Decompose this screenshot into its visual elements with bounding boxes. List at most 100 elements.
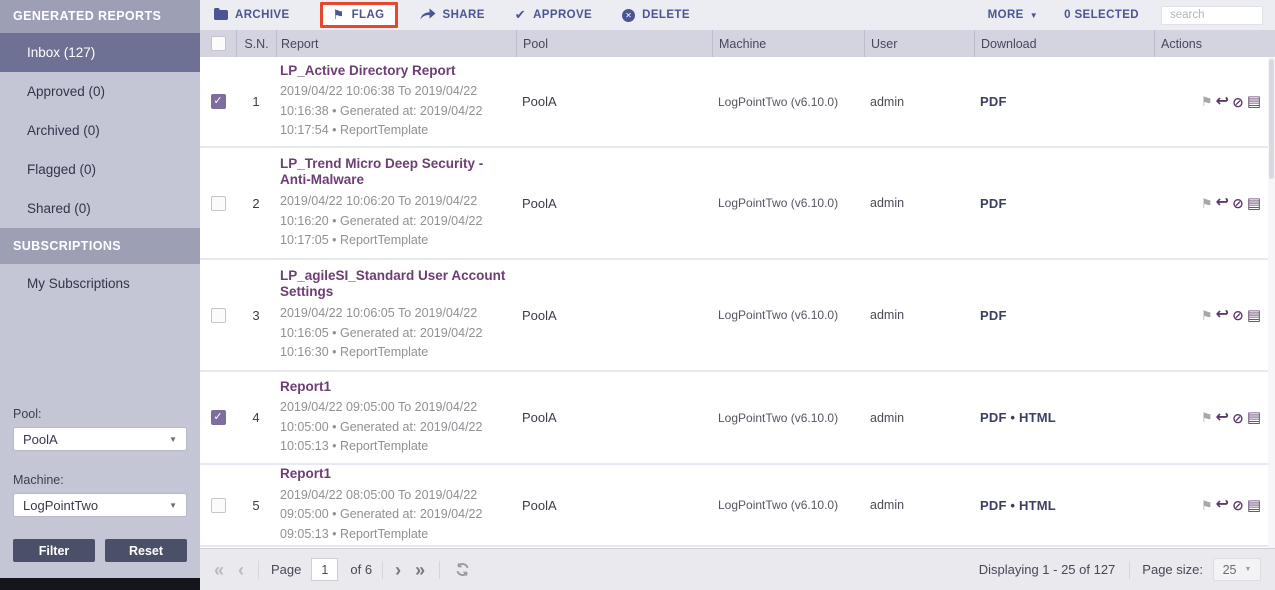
report-title-link[interactable]: LP_Active Directory Report [280,62,456,78]
table-row: ✓ 1 LP_Active Directory Report 2019/04/2… [200,57,1275,148]
more-button[interactable]: MORE ▼ [988,9,1038,21]
flag-button[interactable]: ⚑ FLAG [319,2,398,28]
delete-circle-x-icon: ✕ [622,8,636,22]
column-header-report[interactable]: Report [276,30,516,57]
scrollbar-thumb[interactable] [1269,59,1274,179]
details-action-icon[interactable]: ▤ [1246,409,1261,426]
undo-action-icon[interactable]: ↩ [1215,194,1230,211]
row-checkbox[interactable]: ✓ [210,307,226,323]
share-button[interactable]: SHARE [419,7,485,23]
row-pool: PoolA [522,410,557,425]
delete-button[interactable]: ✕ DELETE [622,8,690,22]
flag-action-icon[interactable]: ⚑ [1201,410,1213,425]
flag-action-icon[interactable]: ⚑ [1201,195,1213,211]
approve-button[interactable]: ✔ APPROVE [515,7,592,23]
report-meta: 2019/04/22 10:06:05 To 2019/04/22 10:16:… [280,306,483,360]
chevron-down-icon: ▼ [169,500,177,510]
column-header-actions[interactable]: Actions [1154,30,1275,57]
ban-action-icon[interactable]: ⊘ [1232,93,1244,110]
report-meta: 2019/04/22 10:06:38 To 2019/04/22 10:16:… [280,84,483,138]
sidebar-item-shared[interactable]: Shared (0) [27,201,91,216]
details-action-icon[interactable]: ▤ [1246,93,1261,110]
ban-action-icon[interactable]: ⊘ [1232,195,1244,211]
sidebar-item-archived[interactable]: Archived (0) [27,123,100,138]
report-cell: Report1 2019/04/22 08:05:00 To 2019/04/2… [276,465,516,545]
table-row: ✓ 4 Report1 2019/04/22 09:05:00 To 2019/… [200,372,1275,465]
sidebar-section-generated-reports: GENERATED REPORTS [0,0,200,33]
chevron-down-icon: ▼ [1029,10,1039,20]
column-header-machine[interactable]: Machine [712,30,864,57]
report-title-link[interactable]: LP_agileSI_Standard User Account Setting… [280,267,506,300]
download-links[interactable]: PDF [980,195,1007,211]
undo-action-icon[interactable]: ↩ [1215,306,1230,323]
ban-action-icon[interactable]: ⊘ [1232,409,1244,426]
sidebar-item-my-subscriptions[interactable]: My Subscriptions [27,276,130,291]
select-all-checkbox[interactable]: ✓ [210,36,226,51]
selected-count: 0 SELECTED [1064,9,1139,21]
page-number-input[interactable] [311,558,339,581]
download-links[interactable]: PDF [980,307,1007,323]
report-title-link[interactable]: Report1 [280,466,332,481]
archive-label: ARCHIVE [235,9,290,21]
search-input[interactable] [1161,5,1263,25]
row-sn: 4 [252,410,260,425]
ban-action-icon[interactable]: ⊘ [1232,497,1244,513]
flag-action-icon[interactable]: ⚑ [1201,307,1213,323]
check-icon: ✔ [514,7,527,22]
details-action-icon[interactable]: ▤ [1246,496,1261,514]
undo-action-icon[interactable]: ↩ [1215,408,1230,426]
pool-select[interactable]: PoolA ▼ [13,427,187,451]
details-action-icon[interactable]: ▤ [1246,306,1261,324]
download-links[interactable]: PDF • HTML [980,410,1056,425]
row-actions: ⚑ ↩ ⊘ ▤ [1154,57,1275,146]
sidebar-item-inbox[interactable]: Inbox (127) [0,33,200,72]
column-header-user[interactable]: User [864,30,974,57]
page-size-label: Page size: [1142,562,1203,577]
download-links[interactable]: PDF [980,94,1007,109]
ban-action-icon[interactable]: ⊘ [1232,307,1244,323]
refresh-icon[interactable] [454,562,471,577]
machine-select[interactable]: LogPointTwo ▼ [13,493,187,517]
delete-label: DELETE [642,9,690,21]
undo-action-icon[interactable]: ↩ [1215,92,1230,110]
flag-action-icon[interactable]: ⚑ [1201,497,1213,513]
details-action-icon[interactable]: ▤ [1246,194,1261,212]
column-header-pool[interactable]: Pool [516,30,712,57]
next-page-button[interactable]: › [395,559,402,580]
column-header-sn[interactable]: S.N. [236,30,276,57]
page-label: Page [271,562,302,577]
report-meta: 2019/04/22 10:06:20 To 2019/04/22 10:16:… [280,194,483,248]
row-actions: ⚑ ↩ ⊘ ▤ [1154,148,1275,258]
undo-action-icon[interactable]: ↩ [1215,496,1230,513]
toolbar: ARCHIVE ⚑ FLAG SHARE ✔ APPROVE ✕ DELETE … [200,0,1275,30]
flag-action-icon[interactable]: ⚑ [1201,94,1213,109]
sidebar-item-approved[interactable]: Approved (0) [27,84,106,99]
prev-page-button[interactable]: ‹ [238,559,245,580]
report-title-link[interactable]: Report1 [280,378,332,394]
row-checkbox[interactable]: ✓ [210,497,226,513]
page-size-select[interactable]: 25 ▼ [1213,558,1261,581]
row-checkbox[interactable]: ✓ [210,195,226,211]
table-row: ✓ 3 LP_agileSI_Standard User Account Set… [200,260,1275,372]
download-links[interactable]: PDF • HTML [980,497,1056,513]
row-sn: 2 [252,195,260,211]
filter-button[interactable]: Filter [13,539,95,562]
sidebar-item-flagged[interactable]: Flagged (0) [27,162,97,177]
pool-select-value: PoolA [23,431,58,447]
column-header-download[interactable]: Download [974,30,1154,57]
archive-button[interactable]: ARCHIVE [214,7,290,23]
machine-select-value: LogPointTwo [23,497,99,513]
share-icon [419,7,436,23]
report-meta: 2019/04/22 09:05:00 To 2019/04/22 10:05:… [280,400,483,454]
vertical-scrollbar[interactable] [1268,57,1275,548]
report-title-link[interactable]: LP_Trend Micro Deep Security - Anti-Malw… [280,155,484,188]
first-page-button[interactable]: « [214,559,225,580]
chevron-down-icon: ▼ [1244,566,1252,573]
row-sn: 5 [252,497,260,513]
row-checkbox[interactable]: ✓ [210,410,226,425]
reset-button[interactable]: Reset [105,539,187,562]
last-page-button[interactable]: » [415,559,426,580]
row-user: admin [870,498,905,512]
row-checkbox[interactable]: ✓ [210,94,226,109]
